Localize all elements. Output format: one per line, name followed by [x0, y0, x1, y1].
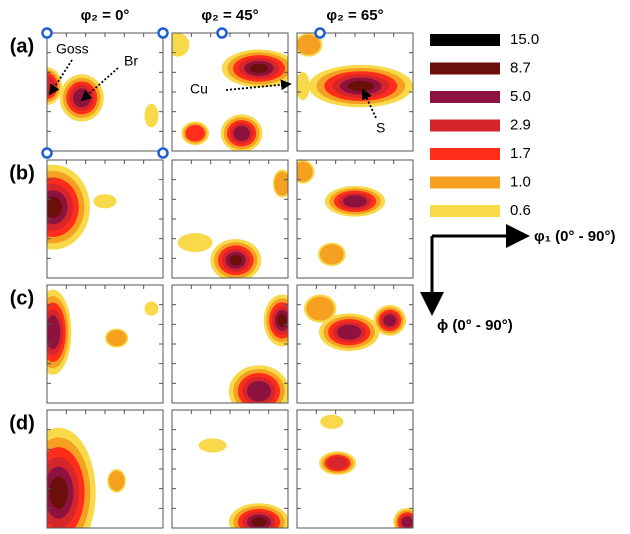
contour [108, 470, 125, 491]
row-label: (a) [10, 35, 34, 57]
contour [47, 315, 61, 350]
contour [342, 195, 368, 208]
contour [93, 194, 117, 209]
contour [185, 125, 205, 142]
legend-swatch [430, 34, 500, 46]
legend-label: 15.0 [510, 31, 539, 48]
contour [144, 103, 159, 128]
goss-arrow [49, 59, 73, 96]
legend-swatch [430, 91, 500, 103]
s-arrow [361, 88, 377, 119]
odf-section [297, 33, 413, 108]
legend-label: 2.9 [510, 116, 531, 133]
contour [319, 244, 344, 265]
contour [172, 33, 190, 57]
panel-frame [296, 159, 414, 279]
panel-frame [296, 409, 414, 529]
odf-section [319, 414, 413, 528]
orientation-marker [216, 27, 228, 39]
orientation-marker [41, 147, 53, 159]
legend-label: 0.6 [510, 202, 531, 219]
row-label: (b) [9, 162, 35, 184]
contour [347, 80, 374, 92]
contour [177, 233, 213, 253]
legend-label: 5.0 [510, 88, 531, 105]
contour [198, 438, 227, 453]
column-header: φ₂ = 65° [326, 7, 383, 24]
axis-label: φ₁ (0° - 90°) [534, 228, 615, 245]
row-label: (c) [10, 287, 34, 309]
annotation: Cu [190, 81, 208, 97]
contour [401, 516, 413, 528]
legend-label: 8.7 [510, 59, 531, 76]
legend-swatch [430, 205, 500, 217]
contour [251, 517, 267, 527]
row-label: (d) [9, 412, 35, 434]
contour [297, 34, 321, 55]
br-arrow [80, 67, 119, 102]
contour [233, 125, 250, 141]
contour [144, 301, 159, 316]
contour [246, 380, 272, 402]
odf-section [47, 289, 159, 375]
cu-arrow [225, 79, 292, 91]
contour [249, 63, 269, 74]
odf-section [47, 427, 126, 528]
orientation-marker [314, 27, 326, 39]
legend-label: 1.7 [510, 145, 531, 162]
odf-section [177, 169, 288, 278]
legend-swatch [430, 176, 500, 189]
contour [49, 476, 68, 509]
contour [320, 414, 344, 429]
odf-section [47, 164, 117, 250]
legend-swatch [430, 62, 500, 75]
contour [106, 330, 127, 347]
legend-label: 1.0 [510, 173, 531, 190]
contour [327, 456, 348, 470]
annotation: Goss [56, 41, 89, 57]
contour [47, 196, 63, 218]
annotation: S [376, 120, 385, 136]
column-header: φ₂ = 45° [201, 7, 258, 24]
orientation-marker [157, 147, 169, 159]
contour [277, 313, 287, 327]
orientation-marker [157, 27, 169, 39]
annotation: Br [124, 53, 138, 69]
odf-section [303, 294, 407, 352]
legend-swatch [430, 148, 500, 160]
axis-label: ϕ (0° - 90°) [437, 317, 513, 334]
contour [337, 324, 362, 340]
annotations: Goss Br Cu S φ₁ (0° - 90°) ϕ (0° - 90°) [49, 41, 615, 334]
column-header: φ₂ = 0° [81, 7, 130, 24]
panels [41, 27, 414, 529]
odf-section [172, 33, 288, 151]
contour [72, 88, 91, 108]
legend-swatch [430, 119, 500, 132]
orientation-marker [41, 27, 53, 39]
contour [306, 296, 335, 321]
contour [297, 161, 313, 182]
contour [274, 171, 288, 196]
contour [297, 71, 310, 101]
odf-section [297, 160, 386, 267]
odf-section [228, 294, 288, 403]
contour [383, 314, 397, 327]
contour [229, 254, 243, 266]
odf-section [47, 67, 159, 128]
odf-section [198, 438, 288, 528]
